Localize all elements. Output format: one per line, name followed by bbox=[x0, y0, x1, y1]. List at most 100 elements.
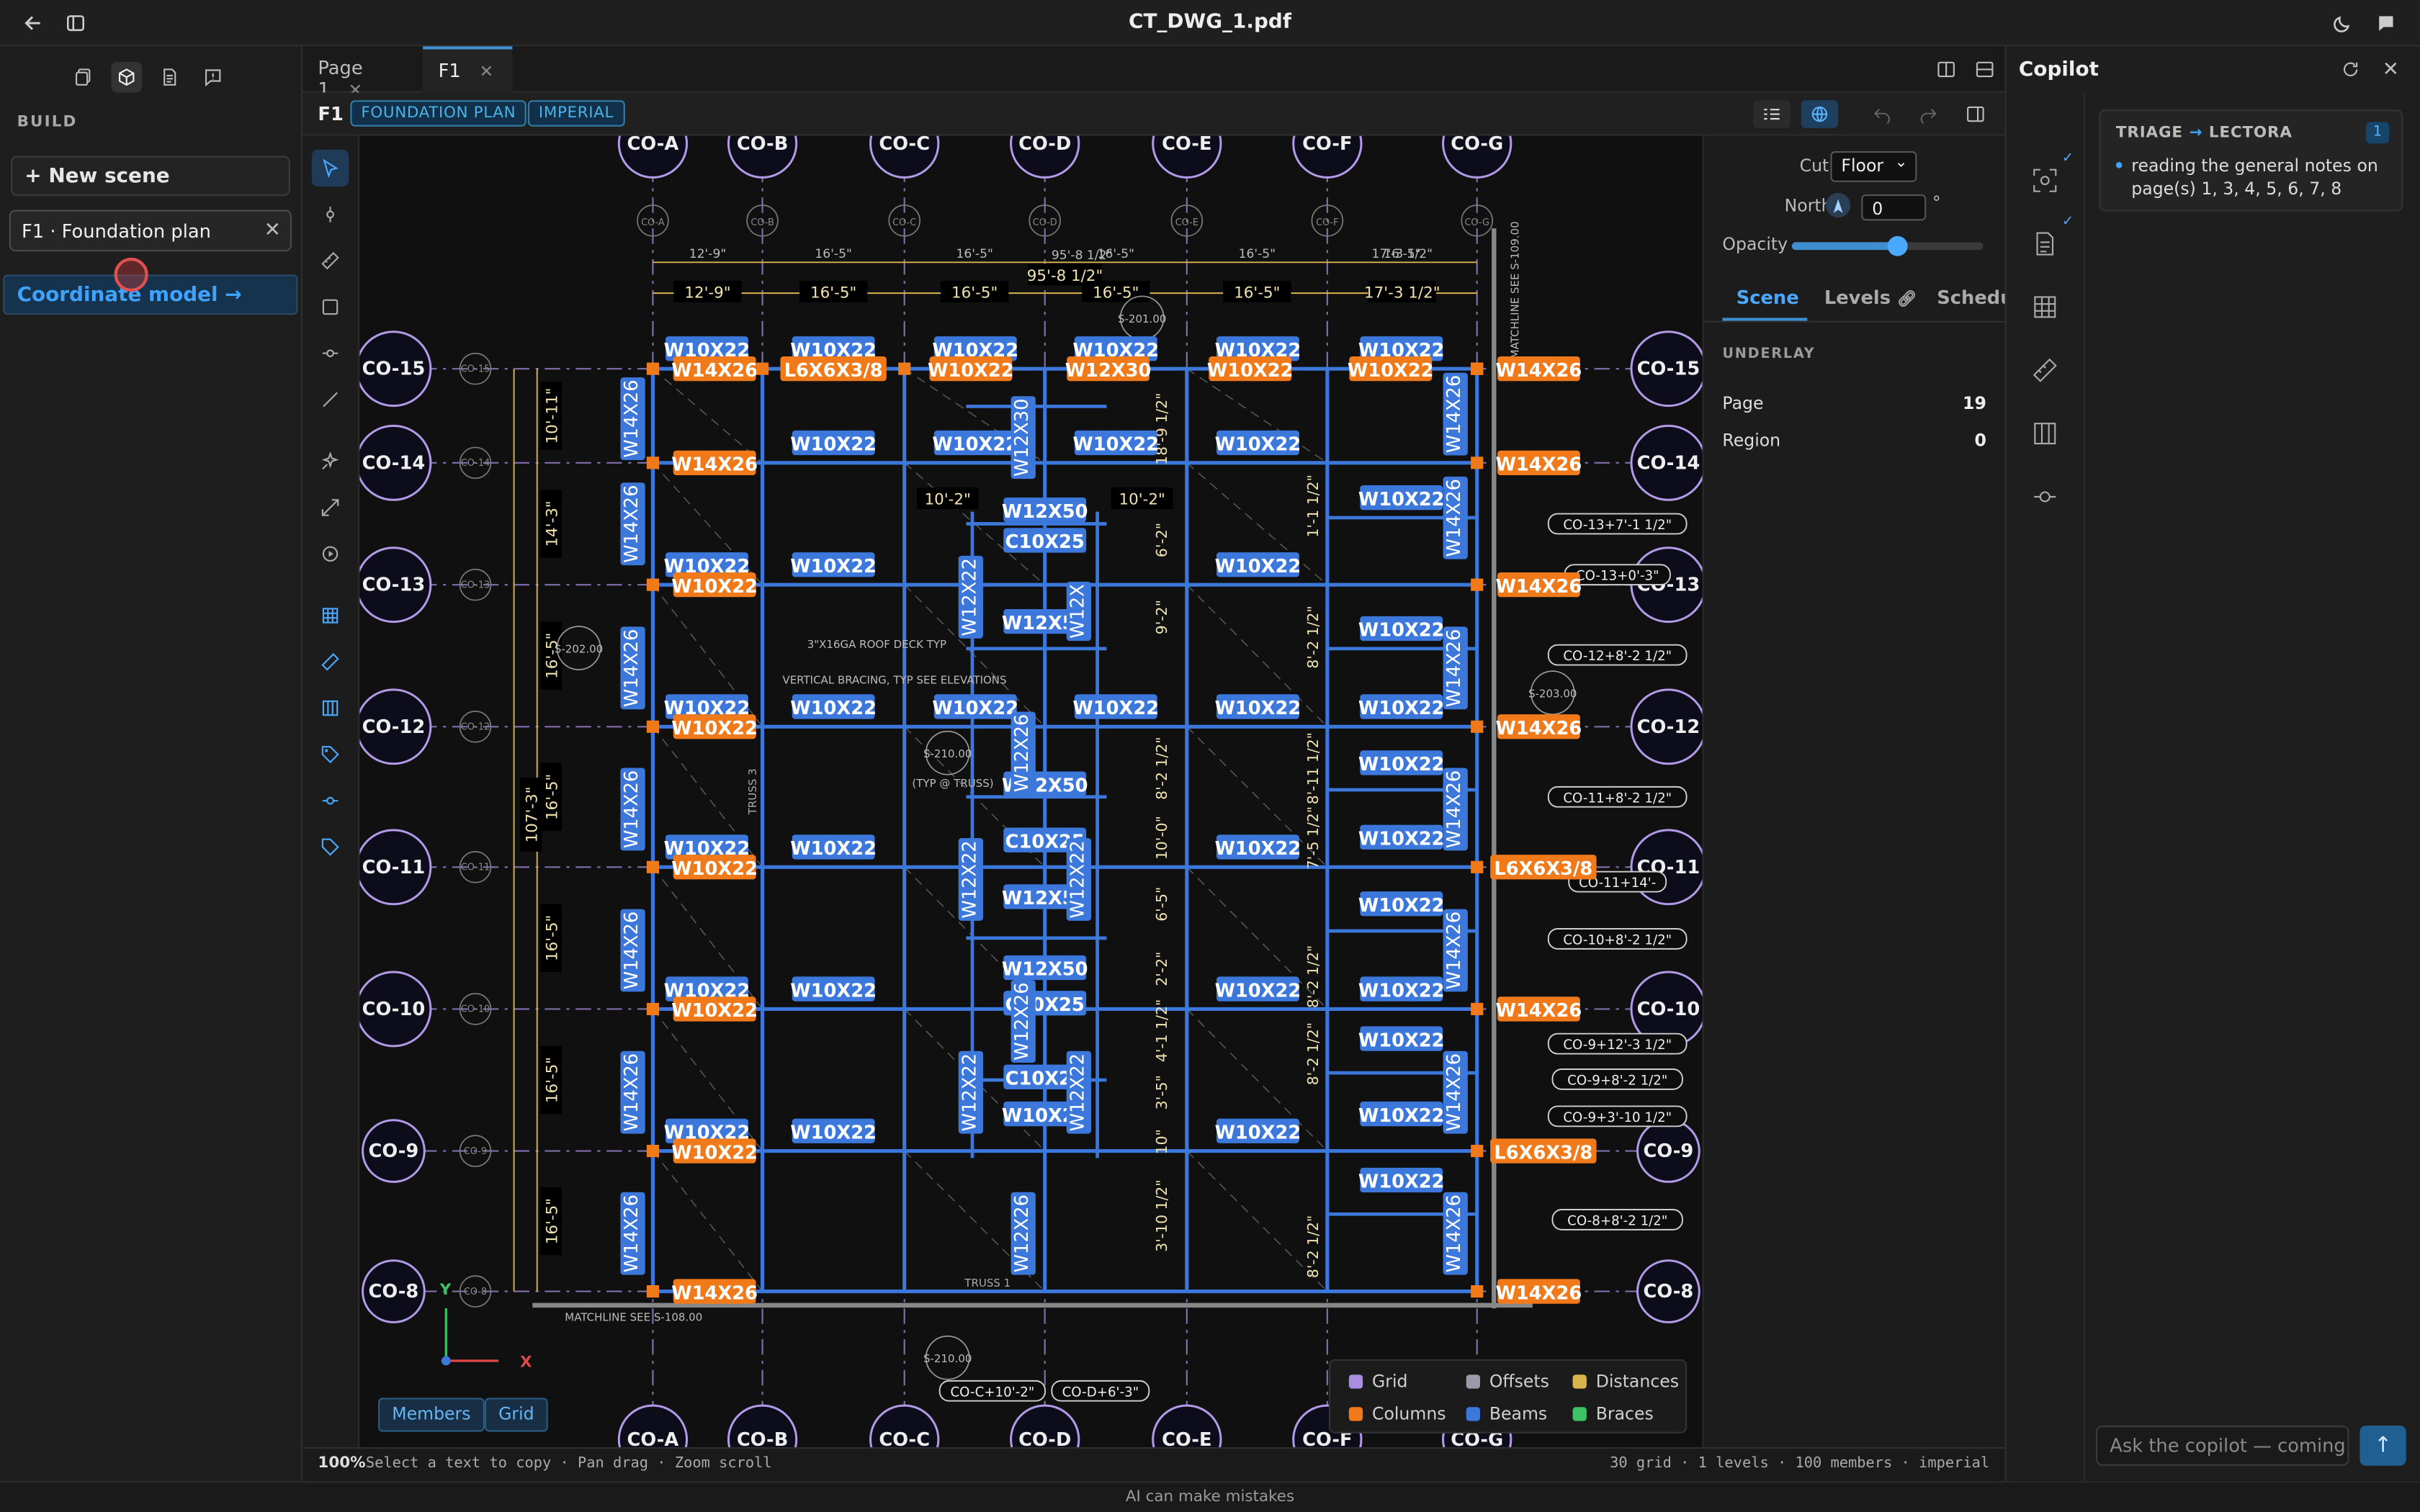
grid-bubble-small-label: CO-B bbox=[750, 217, 774, 228]
dimension-vertical-label: 7'-5 1/2" bbox=[1304, 806, 1322, 869]
offset-tag bbox=[1547, 644, 1688, 666]
pages-tab-icon[interactable] bbox=[68, 62, 99, 93]
ruler-icon[interactable] bbox=[2028, 354, 2062, 387]
cut-select[interactable]: Floor ⌄ bbox=[1830, 151, 1917, 182]
legend-distances[interactable]: Distances bbox=[1572, 1372, 1679, 1392]
beam-label-vertical: W12X22 bbox=[959, 1053, 980, 1131]
opacity-thumb[interactable] bbox=[1888, 235, 1908, 256]
send-button[interactable]: ↑ bbox=[2360, 1425, 2406, 1466]
legend-columns[interactable]: Columns bbox=[1348, 1404, 1446, 1424]
legend-beams[interactable]: Beams bbox=[1466, 1404, 1547, 1424]
select-tool-icon[interactable] bbox=[311, 149, 349, 187]
page-value: 19 bbox=[1963, 393, 1986, 414]
close-icon[interactable]: ✕ bbox=[2382, 58, 2399, 81]
columns-tool-icon[interactable] bbox=[312, 690, 349, 726]
dimension-vertical: 4'-1 1/2" bbox=[1153, 999, 1170, 1062]
ruler-tool-icon[interactable] bbox=[312, 242, 349, 279]
grid-bubble-top-co-c bbox=[869, 135, 940, 179]
document-icon[interactable] bbox=[2028, 227, 2062, 261]
grid-bubble-top-co-e bbox=[1152, 135, 1222, 179]
split-horizontal-icon[interactable] bbox=[1974, 58, 1996, 80]
node-tool-icon[interactable] bbox=[312, 335, 349, 372]
offset-tag-label: CO-D+6'-3" bbox=[1062, 1385, 1139, 1400]
tab-scene[interactable]: Scene bbox=[1736, 287, 1799, 309]
panel-toggle-icon[interactable] bbox=[1965, 104, 1986, 125]
tab-page-1[interactable]: Page 1 ✕ bbox=[302, 46, 423, 100]
north-input[interactable]: 0 bbox=[1861, 194, 1927, 221]
beam-label-vertical-bg bbox=[1010, 980, 1036, 1063]
triage-card[interactable]: TRIAGE → LECTORA 1 reading the general not… bbox=[2099, 109, 2403, 212]
legend-grid[interactable]: Grid bbox=[1348, 1372, 1407, 1392]
split-vertical-icon[interactable] bbox=[1935, 58, 1957, 80]
beam-label-vertical-bg bbox=[1443, 768, 1468, 851]
drawing-canvas[interactable]: CO-A CO-A CO-A CO-B CO-B CO-B CO-C CO-C CO-C CO-D… bbox=[359, 135, 1703, 1447]
truss-label: TRUSS 1 bbox=[964, 1277, 1010, 1290]
beam-label-bg bbox=[666, 694, 748, 719]
scan-icon[interactable] bbox=[2028, 163, 2062, 197]
drawing-svg: CO-A CO-A CO-A CO-B CO-B CO-B CO-C CO-C CO-C CO-D… bbox=[359, 135, 1703, 1447]
connect-tool-icon[interactable] bbox=[312, 782, 349, 819]
members-button[interactable]: Members bbox=[378, 1398, 485, 1432]
dimension-label: 16'-5" bbox=[951, 284, 998, 302]
globe-icon[interactable] bbox=[1801, 100, 1839, 128]
beam-label-vertical-bg bbox=[1443, 626, 1468, 710]
columns-icon[interactable] bbox=[2028, 417, 2062, 451]
tab-schedule[interactable]: Schedu bbox=[1937, 287, 2004, 309]
close-icon[interactable]: ✕ bbox=[479, 61, 494, 82]
table-tool-icon[interactable] bbox=[312, 597, 349, 634]
tab-f1[interactable]: F1 ✕ bbox=[423, 46, 513, 93]
point-tool-icon[interactable] bbox=[312, 196, 349, 233]
column-label-bg bbox=[673, 855, 756, 880]
sidebar-toggle-icon[interactable] bbox=[65, 12, 86, 34]
opacity-slider[interactable] bbox=[1791, 235, 1984, 256]
dimension-vertical: 10" bbox=[1153, 1129, 1170, 1154]
expand-tool-icon[interactable] bbox=[312, 489, 349, 526]
beam-label-bg bbox=[933, 694, 1017, 719]
rectangle-tool-icon[interactable] bbox=[312, 289, 349, 325]
beam-label-vertical-bg bbox=[620, 768, 645, 851]
column-marker bbox=[646, 1285, 659, 1298]
label-tool-icon[interactable] bbox=[312, 829, 349, 865]
model-tab-icon[interactable] bbox=[111, 61, 143, 93]
properties-panel: Cut Floor ⌄ North 0 ° Opacity Scene Level… bbox=[1702, 135, 2007, 1447]
connection-icon[interactable] bbox=[2028, 480, 2062, 513]
tag-tool-icon[interactable] bbox=[312, 736, 349, 773]
dimension-label: 16'-5" bbox=[544, 915, 562, 961]
beam-label-vertical: W14X26 bbox=[1443, 479, 1465, 557]
column-label: W10X22 bbox=[928, 360, 1014, 382]
moon-icon[interactable] bbox=[2332, 12, 2354, 34]
beam-label-bg bbox=[792, 976, 875, 1002]
legend-braces[interactable]: Braces bbox=[1572, 1404, 1654, 1424]
chat-icon[interactable] bbox=[2375, 12, 2397, 34]
grid-button[interactable]: Grid bbox=[484, 1398, 548, 1432]
beam-label-bg bbox=[792, 834, 875, 860]
new-scene-button[interactable]: + New scene bbox=[11, 156, 290, 197]
checklist-icon[interactable] bbox=[1753, 100, 1791, 128]
offset-tag-label: CO-C+10'-2" bbox=[950, 1385, 1034, 1400]
tab-levels[interactable]: Levels 🔗︎ bbox=[1824, 287, 1917, 309]
refresh-icon[interactable] bbox=[2340, 58, 2362, 80]
magic-tool-icon[interactable] bbox=[312, 443, 349, 480]
redo-icon[interactable] bbox=[1917, 104, 1938, 125]
column-label-bg bbox=[673, 996, 756, 1022]
scene-item[interactable]: F1 · Foundation plan ✕ bbox=[9, 210, 292, 252]
coordinate-model-button[interactable]: Coordinate model → bbox=[3, 274, 298, 315]
column-label: W10X22 bbox=[671, 1000, 758, 1022]
column-marker bbox=[1471, 720, 1484, 733]
undo-icon[interactable] bbox=[1870, 104, 1892, 125]
measure-tool-icon[interactable] bbox=[312, 644, 349, 680]
back-arrow-icon[interactable] bbox=[22, 12, 43, 34]
offset-tag bbox=[1547, 1032, 1688, 1055]
document-tab-icon[interactable] bbox=[154, 62, 185, 93]
legend-offsets[interactable]: Offsets bbox=[1466, 1372, 1549, 1392]
close-icon[interactable]: ✕ bbox=[264, 219, 281, 243]
grid-bubble-bottom-co-b bbox=[727, 1404, 798, 1447]
column-label: L6X6X3/8 bbox=[1494, 1142, 1592, 1164]
table-icon[interactable] bbox=[2028, 290, 2062, 324]
issues-tab-icon[interactable] bbox=[197, 62, 228, 93]
play-tool-icon[interactable] bbox=[312, 536, 349, 572]
line-tool-icon[interactable] bbox=[312, 381, 349, 418]
grid-bubble-right-co-15-label: CO-15 bbox=[1637, 359, 1700, 380]
copilot-input[interactable]: Ask the copilot — coming soon bbox=[2096, 1425, 2349, 1466]
beam-label-bg bbox=[666, 336, 748, 361]
